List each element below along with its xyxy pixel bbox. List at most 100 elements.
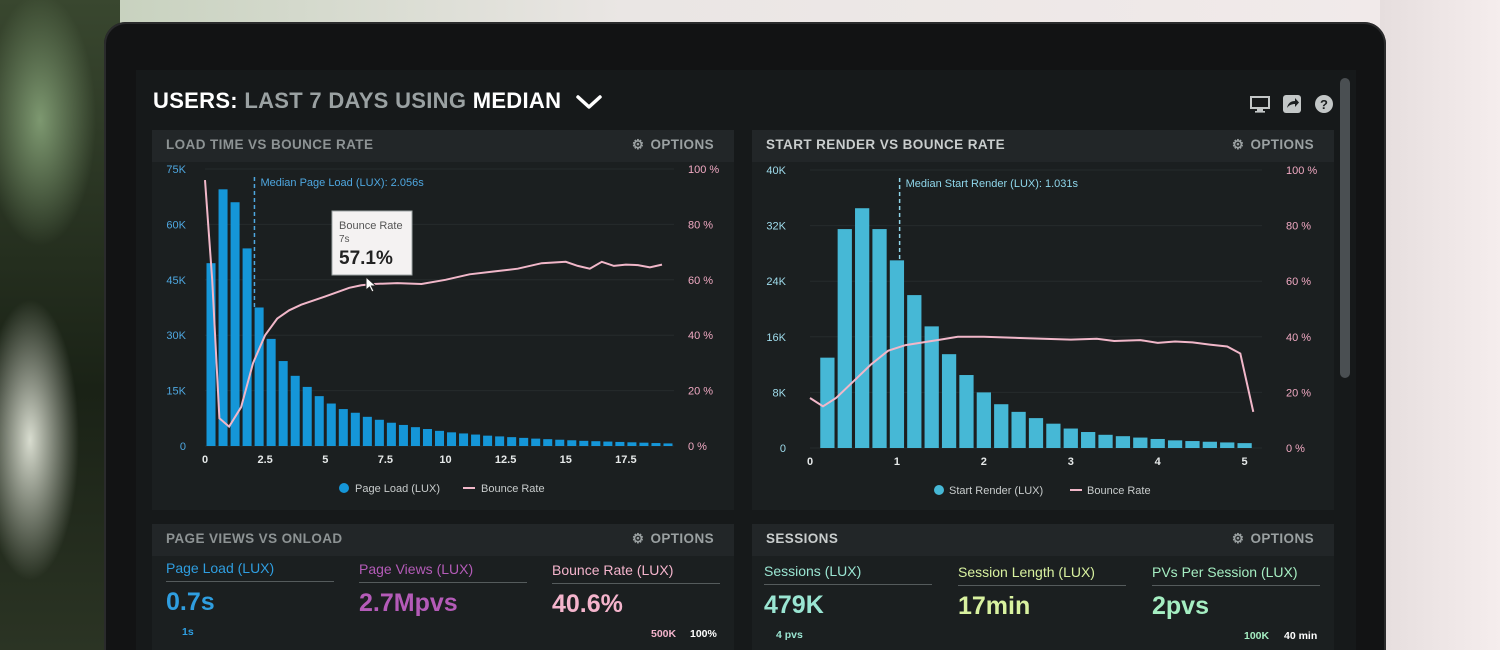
scrollbar-thumb[interactable] <box>1340 78 1350 378</box>
bar[interactable] <box>459 433 469 446</box>
bar[interactable] <box>230 202 240 446</box>
bar[interactable] <box>483 435 493 446</box>
x-axis-tick: 1 <box>894 456 900 468</box>
legend: Page Load (LUX) Bounce Rate <box>339 483 545 495</box>
help-icon[interactable]: ? <box>1314 94 1334 114</box>
y-axis-left-tick: 40K <box>766 165 786 177</box>
bar[interactable] <box>471 434 481 446</box>
bar[interactable] <box>507 437 517 446</box>
options-button[interactable]: ⚙ OPTIONS <box>1231 137 1314 152</box>
options-button[interactable]: ⚙ OPTIONS <box>631 137 714 152</box>
options-button[interactable]: ⚙ OPTIONS <box>631 531 714 546</box>
monitor-icon[interactable] <box>1250 94 1270 114</box>
x-axis-tick: 4 <box>1155 456 1162 468</box>
metric-session-length[interactable]: Session Length (LUX) 17min <box>958 564 1126 621</box>
y-axis-right-tick: 40 % <box>1286 332 1311 344</box>
bar[interactable] <box>531 438 541 446</box>
bar[interactable] <box>1063 428 1078 448</box>
bar[interactable] <box>837 229 852 448</box>
bar[interactable] <box>362 416 372 446</box>
metric-sub: 4 pvs <box>776 629 803 641</box>
bar[interactable] <box>976 392 991 448</box>
bar[interactable] <box>350 412 360 446</box>
bar[interactable] <box>242 248 252 446</box>
bar[interactable] <box>907 295 922 448</box>
metric-page-views[interactable]: Page Views (LUX) 2.7Mpvs <box>359 561 527 618</box>
bar[interactable] <box>1167 440 1183 448</box>
bar[interactable] <box>994 404 1009 448</box>
bar[interactable] <box>1115 436 1131 448</box>
y-axis-left-tick: 16K <box>766 332 786 344</box>
header-toolbar: ? <box>1250 94 1334 114</box>
bar[interactable] <box>290 375 300 446</box>
y-axis-right-tick: 80 % <box>1286 221 1311 233</box>
share-icon[interactable] <box>1282 94 1302 114</box>
chevron-down-icon[interactable] <box>574 92 604 112</box>
metric-value: 40.6% <box>552 590 623 618</box>
y-axis-right-tick: 60 % <box>688 275 713 287</box>
bar[interactable] <box>591 441 601 446</box>
bar[interactable] <box>1133 437 1148 448</box>
y-axis-right-tick: 80 % <box>688 219 713 231</box>
tooltip: Bounce Rate 7s 57.1% <box>331 210 413 276</box>
dashboard-title[interactable]: USERS: LAST 7 DAYS USING MEDIAN <box>153 88 604 114</box>
bar[interactable] <box>218 189 228 446</box>
bar[interactable] <box>302 386 312 446</box>
load-time-chart: Median Page Load (LUX): 2.056s 75K 60K 45K… <box>166 164 719 495</box>
bar[interactable] <box>603 441 613 446</box>
metric-pvs-per-session[interactable]: PVs Per Session (LUX) 2pvs 100K 40 min <box>1152 564 1320 642</box>
y-axis-left-tick: 30K <box>166 330 186 342</box>
start-render-chart: Median Start Render (LUX): 1.031s 40K 32K… <box>766 165 1317 497</box>
bar[interactable] <box>627 442 637 446</box>
bar[interactable] <box>615 441 625 446</box>
metric-bounce-rate[interactable]: Bounce Rate (LUX) 40.6% 500K 100% <box>552 562 720 640</box>
metric-sub-right: 40 min <box>1284 630 1318 642</box>
bar[interactable] <box>1081 432 1096 448</box>
bar[interactable] <box>639 442 649 446</box>
bar[interactable] <box>959 375 974 448</box>
panel-header: START RENDER VS BOUNCE RATE ⚙ OPTIONS <box>752 130 1334 162</box>
bar[interactable] <box>398 424 408 446</box>
bar[interactable] <box>1202 441 1217 448</box>
bar[interactable] <box>1046 423 1061 448</box>
options-button[interactable]: ⚙ OPTIONS <box>1231 531 1314 546</box>
bar[interactable] <box>555 439 565 446</box>
bar[interactable] <box>567 440 577 446</box>
bar[interactable] <box>889 260 905 448</box>
bar[interactable] <box>314 396 324 446</box>
bar[interactable] <box>386 422 396 446</box>
bar[interactable] <box>663 443 673 446</box>
bar[interactable] <box>266 338 276 446</box>
y-axis-left-tick: 0 <box>780 443 786 455</box>
bar[interactable] <box>326 403 336 446</box>
bar[interactable] <box>434 430 445 446</box>
bar[interactable] <box>651 443 661 446</box>
bar[interactable] <box>278 361 288 446</box>
bar[interactable] <box>1150 438 1165 448</box>
bar[interactable] <box>941 354 957 448</box>
bar[interactable] <box>410 427 420 446</box>
title-using: USING <box>395 88 467 113</box>
bar[interactable] <box>206 263 216 446</box>
bar[interactable] <box>1185 441 1200 448</box>
bar[interactable] <box>422 429 432 446</box>
bar[interactable] <box>519 437 529 446</box>
bar[interactable] <box>1237 443 1252 448</box>
bar[interactable] <box>872 229 887 448</box>
bar[interactable] <box>1011 411 1026 448</box>
metric-page-load[interactable]: Page Load (LUX) 0.7s 1s <box>166 560 334 638</box>
bar[interactable] <box>1220 442 1235 448</box>
bar[interactable] <box>254 307 264 447</box>
bar[interactable] <box>543 439 553 446</box>
bar[interactable] <box>495 436 505 446</box>
bar[interactable] <box>924 326 939 448</box>
bar[interactable] <box>1098 434 1113 448</box>
legend-swatch-page-load <box>339 483 349 493</box>
metric-sessions[interactable]: Sessions (LUX) 479K 4 pvs <box>764 563 932 641</box>
bar[interactable] <box>855 208 870 448</box>
bar[interactable] <box>1028 418 1044 448</box>
bar[interactable] <box>447 432 457 446</box>
bar[interactable] <box>579 440 589 446</box>
bar[interactable] <box>374 419 384 446</box>
bar[interactable] <box>338 409 348 446</box>
